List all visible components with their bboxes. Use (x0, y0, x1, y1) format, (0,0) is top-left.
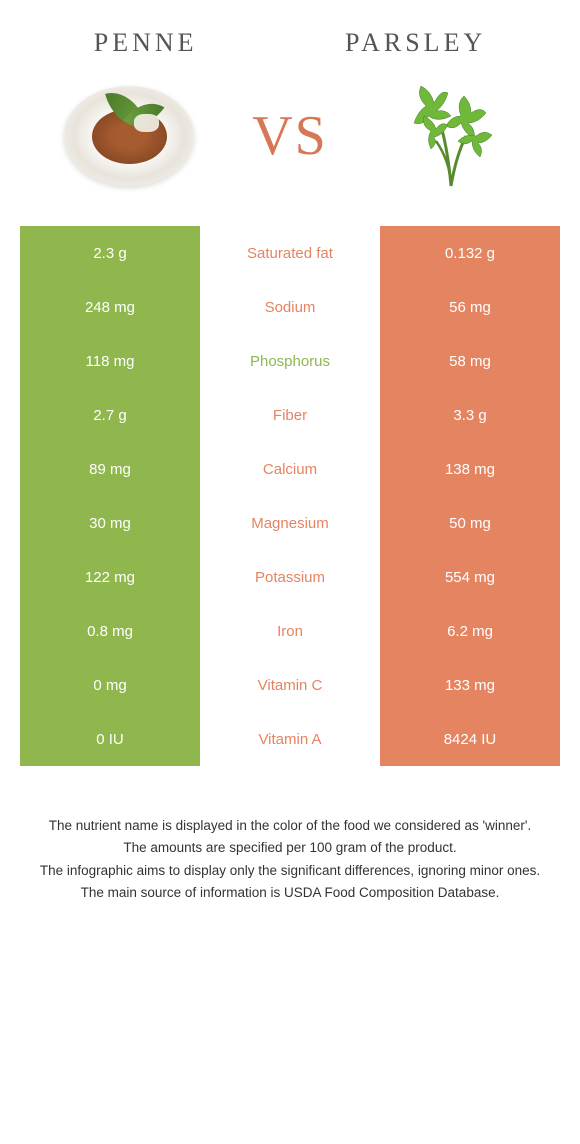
right-value-cell: 56 mg (380, 280, 560, 334)
nutrient-label-cell: Iron (200, 604, 380, 658)
nutrient-label-cell: Calcium (200, 442, 380, 496)
table-row: 2.7 gFiber3.3 g (20, 388, 560, 442)
left-value-cell: 0.8 mg (20, 604, 200, 658)
right-value-cell: 133 mg (380, 658, 560, 712)
left-value-cell: 89 mg (20, 442, 200, 496)
table-row: 122 mgPotassium554 mg (20, 550, 560, 604)
footer-line: The amounts are specified per 100 gram o… (30, 838, 550, 858)
table-row: 248 mgSodium56 mg (20, 280, 560, 334)
right-value-cell: 58 mg (380, 334, 560, 388)
right-value-cell: 6.2 mg (380, 604, 560, 658)
footer-notes: The nutrient name is displayed in the co… (0, 766, 580, 925)
nutrient-label-cell: Vitamin A (200, 712, 380, 766)
header: Penne Parsley (0, 0, 580, 66)
table-row: 118 mgPhosphorus58 mg (20, 334, 560, 388)
right-food-title: Parsley (345, 28, 486, 58)
parsley-image (376, 76, 526, 196)
left-value-cell: 30 mg (20, 496, 200, 550)
footer-line: The nutrient name is displayed in the co… (30, 816, 550, 836)
nutrient-label-cell: Magnesium (200, 496, 380, 550)
table-row: 0 IUVitamin A8424 IU (20, 712, 560, 766)
left-value-cell: 122 mg (20, 550, 200, 604)
left-value-cell: 248 mg (20, 280, 200, 334)
left-value-cell: 0 IU (20, 712, 200, 766)
penne-image (54, 76, 204, 196)
table-row: 0 mgVitamin C133 mg (20, 658, 560, 712)
table-row: 0.8 mgIron6.2 mg (20, 604, 560, 658)
right-value-cell: 50 mg (380, 496, 560, 550)
nutrient-label-cell: Vitamin C (200, 658, 380, 712)
left-value-cell: 2.7 g (20, 388, 200, 442)
right-value-cell: 0.132 g (380, 226, 560, 280)
nutrient-label-cell: Phosphorus (200, 334, 380, 388)
left-value-cell: 0 mg (20, 658, 200, 712)
right-value-cell: 8424 IU (380, 712, 560, 766)
left-food-title: Penne (94, 28, 198, 58)
images-row: VS (0, 66, 580, 226)
comparison-table: 2.3 gSaturated fat0.132 g248 mgSodium56 … (20, 226, 560, 766)
footer-line: The infographic aims to display only the… (30, 861, 550, 881)
right-value-cell: 138 mg (380, 442, 560, 496)
footer-line: The main source of information is USDA F… (30, 883, 550, 903)
left-value-cell: 2.3 g (20, 226, 200, 280)
nutrient-label-cell: Sodium (200, 280, 380, 334)
right-value-cell: 3.3 g (380, 388, 560, 442)
right-value-cell: 554 mg (380, 550, 560, 604)
table-row: 89 mgCalcium138 mg (20, 442, 560, 496)
table-row: 2.3 gSaturated fat0.132 g (20, 226, 560, 280)
nutrient-label-cell: Saturated fat (200, 226, 380, 280)
nutrient-label-cell: Potassium (200, 550, 380, 604)
left-value-cell: 118 mg (20, 334, 200, 388)
nutrient-label-cell: Fiber (200, 388, 380, 442)
table-row: 30 mgMagnesium50 mg (20, 496, 560, 550)
vs-label: VS (252, 104, 328, 168)
